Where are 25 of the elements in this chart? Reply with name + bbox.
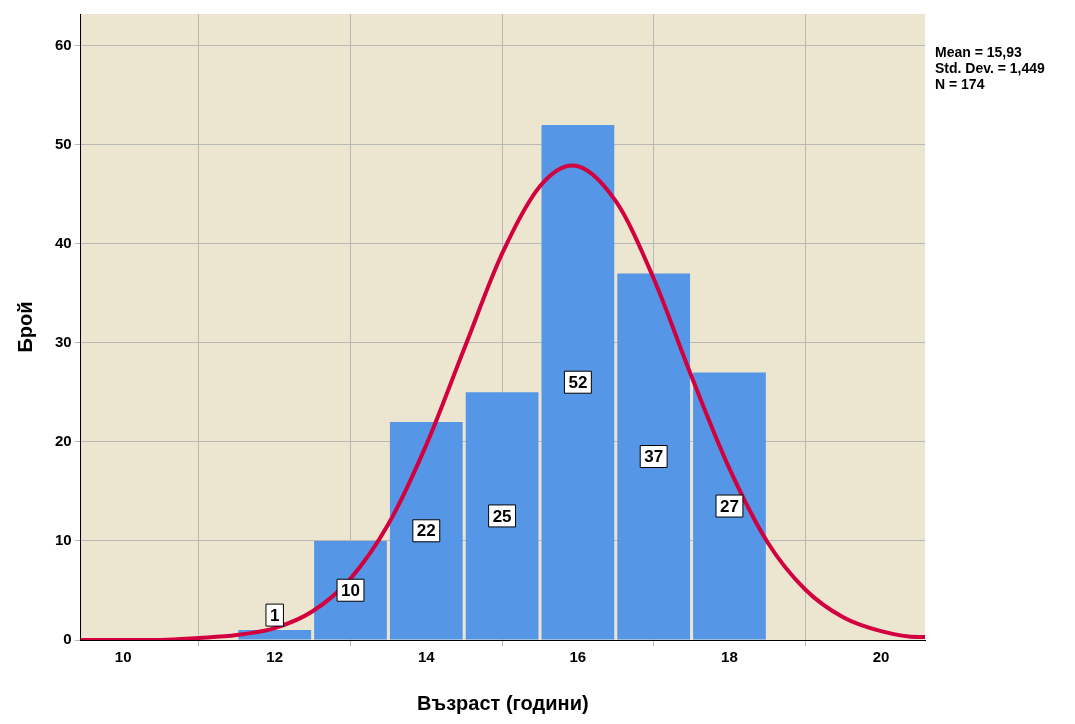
x-axis-title: Възраст (години) [417,691,589,714]
x-tick-label: 20 [872,648,890,666]
data-label: 22 [416,521,436,541]
x-tick-label: 18 [721,648,738,666]
y-tick-label: 60 [55,35,72,53]
y-tick-label: 0 [63,630,72,648]
text: N = 174 [935,75,985,92]
y-tick-label: 40 [55,233,72,251]
y-tick-label: 10 [55,531,72,549]
x-tick-label: 12 [266,648,284,666]
data-label: 1 [269,605,280,625]
data-label: 37 [644,447,664,467]
data-label: 10 [341,580,360,600]
x-tick-label: 14 [417,648,436,666]
data-label: 25 [492,506,512,526]
data-label: 27 [720,496,739,516]
x-tick-label: 10 [114,648,132,666]
data-label: 52 [568,372,588,392]
y-tick-label: 20 [55,432,72,450]
text: Mean = 15,93 [935,43,1022,60]
y-axis-title: Брой [13,301,36,353]
y-tick-label: 50 [55,134,72,152]
text: Std. Dev. = 1,449 [935,59,1046,76]
y-tick-label: 30 [55,332,72,350]
x-tick-label: 16 [569,648,587,666]
